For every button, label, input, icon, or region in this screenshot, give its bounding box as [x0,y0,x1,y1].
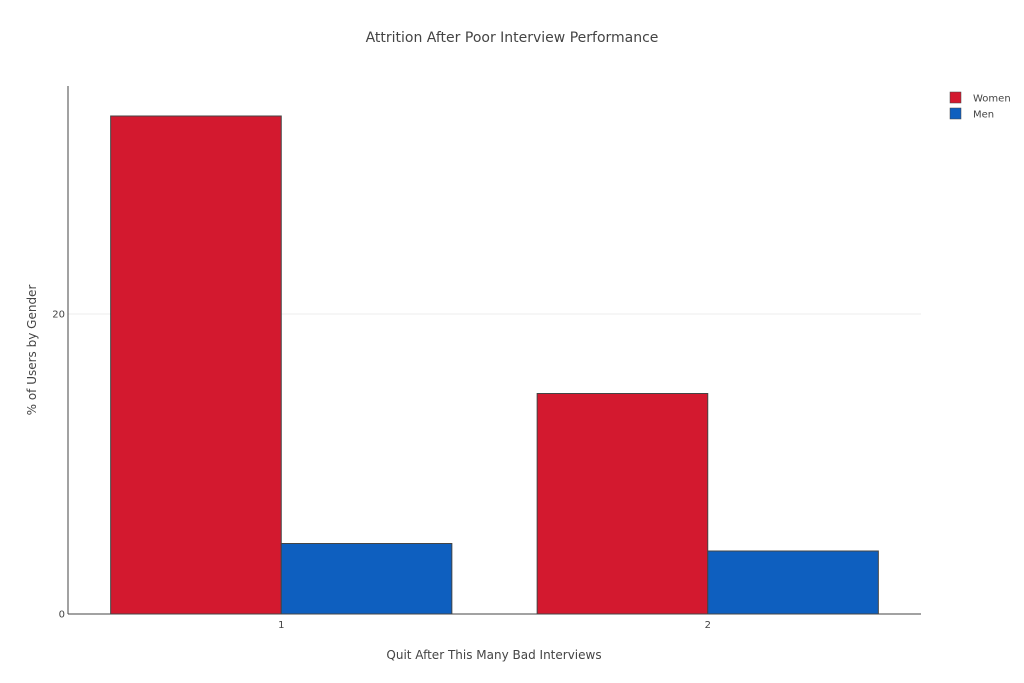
y-tick-label: 20 [52,310,65,321]
bar-women-1 [110,115,282,615]
x-tick-label: 1 [278,620,284,631]
y-tick-label: 0 [59,610,65,621]
legend-swatch-men [949,107,962,120]
legend-label-women: Women [973,94,1011,105]
chart-title: Attrition After Poor Interview Performan… [366,30,659,46]
bars [110,115,879,615]
legend: Women Men [949,91,1011,121]
legend-swatch-women [949,91,962,104]
x-tick-label: 2 [705,620,711,631]
y-axis-label: % of Users by Gender [25,285,39,416]
x-axis-label: Quit After This Many Bad Interviews [386,648,601,662]
legend-label-men: Men [973,110,994,121]
bar-women-2 [536,393,709,615]
y-tick-labels: 0 20 [52,310,65,621]
bar-men-2 [707,550,879,615]
bar-men-1 [280,543,453,615]
